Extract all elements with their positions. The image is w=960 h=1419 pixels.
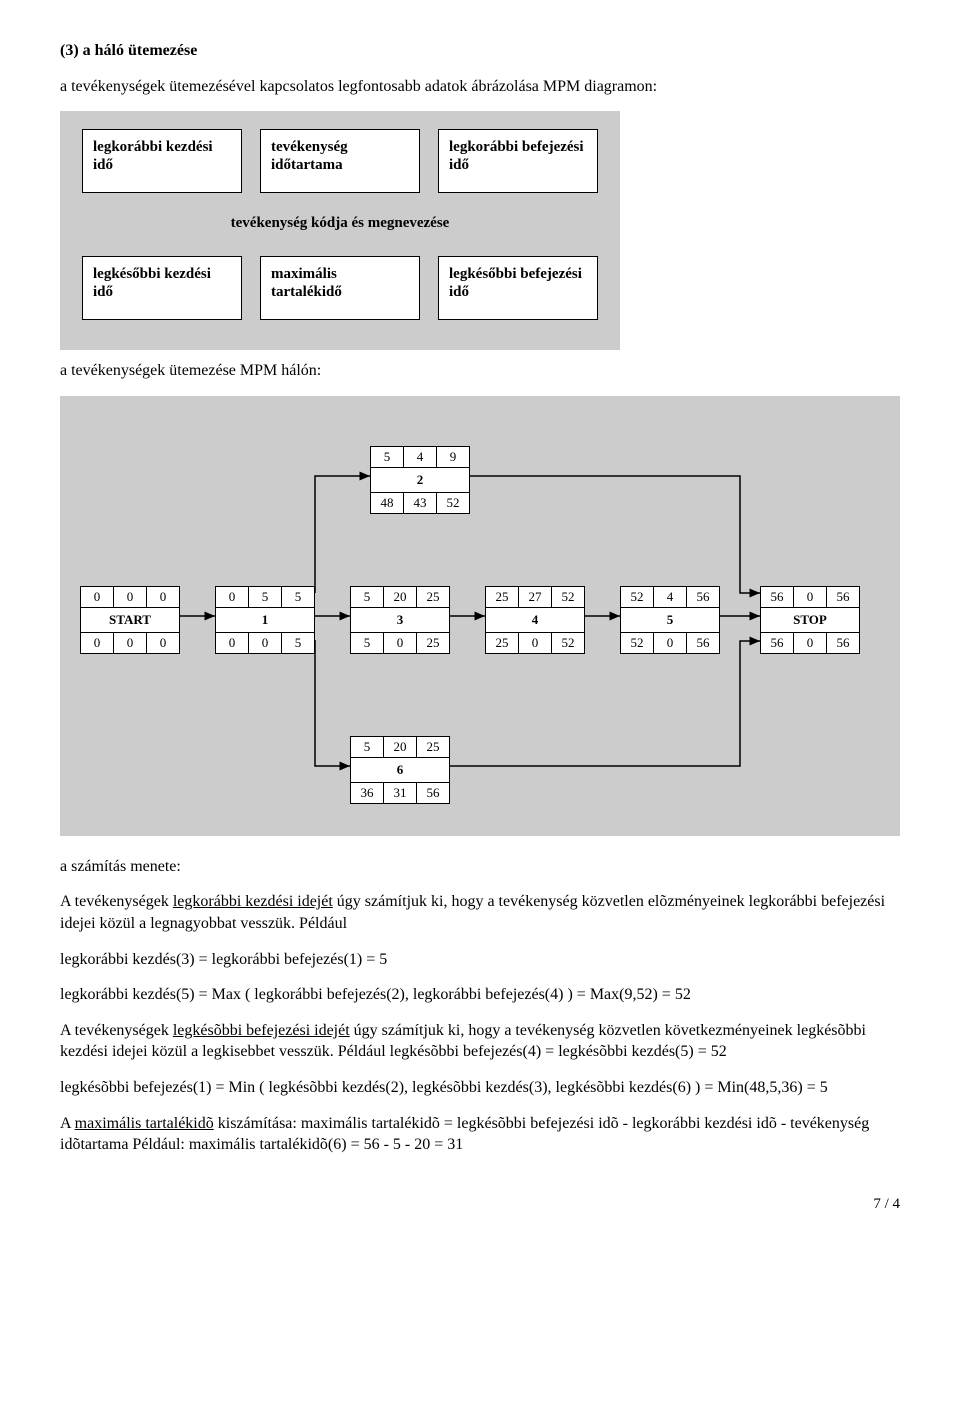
- node-stop: 56056STOP56056: [760, 586, 860, 654]
- node-n6: 520256363156: [350, 736, 450, 804]
- node-n4: 252752425052: [485, 586, 585, 654]
- mpm-cell-diagram: legkorábbi kezdési idő tevékenység időta…: [60, 111, 620, 350]
- node-n5: 52456552056: [620, 586, 720, 654]
- para2-a: A tevékenységek: [60, 1022, 173, 1039]
- node-n1: 0551005: [215, 586, 315, 654]
- cell-duration: tevékenység időtartama: [260, 129, 420, 193]
- mpm-middle-label: tevékenység kódja és megnevezése: [82, 193, 598, 256]
- paragraph-latest-finish: A tevékenységek legkésõbbi befejezési id…: [60, 1020, 900, 1063]
- arrow: [315, 476, 370, 593]
- para3-a: A: [60, 1115, 75, 1132]
- mpm-top-row: legkorábbi kezdési idő tevékenység időta…: [82, 129, 598, 193]
- calc-line-3: legkésõbbi befejezés(1) = Min ( legkésõb…: [60, 1077, 900, 1099]
- mpm-network-diagram: 000START000 0551005 5492484352 5202535025 25…: [60, 396, 900, 836]
- cell-latest-start: legkésőbbi kezdési idő: [82, 256, 242, 320]
- paragraph-earliest-start: A tevékenységek legkorábbi kezdési idejé…: [60, 891, 900, 934]
- para1-underline: legkorábbi kezdési idejét: [173, 893, 333, 910]
- para3-underline: maximális tartalékidõ: [75, 1115, 214, 1132]
- calc-line-2: legkorábbi kezdés(5) = Max ( legkorábbi …: [60, 984, 900, 1006]
- node-n2: 5492484352: [370, 446, 470, 514]
- intro-paragraph-2: a tevékenységek ütemezése MPM hálón:: [60, 360, 900, 382]
- calc-heading: a számítás menete:: [60, 856, 900, 878]
- intro-paragraph-1: a tevékenységek ütemezésével kapcsolatos…: [60, 76, 900, 98]
- para1-a: A tevékenységek: [60, 893, 173, 910]
- node-start: 000START000: [80, 586, 180, 654]
- cell-earliest-start: legkorábbi kezdési idő: [82, 129, 242, 193]
- cell-latest-finish: legkésőbbi befejezési idő: [438, 256, 598, 320]
- node-n3: 5202535025: [350, 586, 450, 654]
- arrow: [315, 640, 350, 766]
- section-title: (3) a háló ütemezése: [60, 40, 900, 62]
- calc-line-1: legkorábbi kezdés(3) = legkorábbi befeje…: [60, 949, 900, 971]
- arrow: [470, 476, 760, 593]
- cell-earliest-finish: legkorábbi befejezési idő: [438, 129, 598, 193]
- arrow: [450, 641, 760, 766]
- cell-max-slack: maximális tartalékidő: [260, 256, 420, 320]
- mpm-bottom-row: legkésőbbi kezdési idő maximális tartalé…: [82, 256, 598, 320]
- para2-underline: legkésõbbi befejezési idejét: [173, 1022, 350, 1039]
- page-number: 7 / 4: [60, 1196, 900, 1213]
- paragraph-max-slack: A maximális tartalékidõ kiszámítása: max…: [60, 1113, 900, 1156]
